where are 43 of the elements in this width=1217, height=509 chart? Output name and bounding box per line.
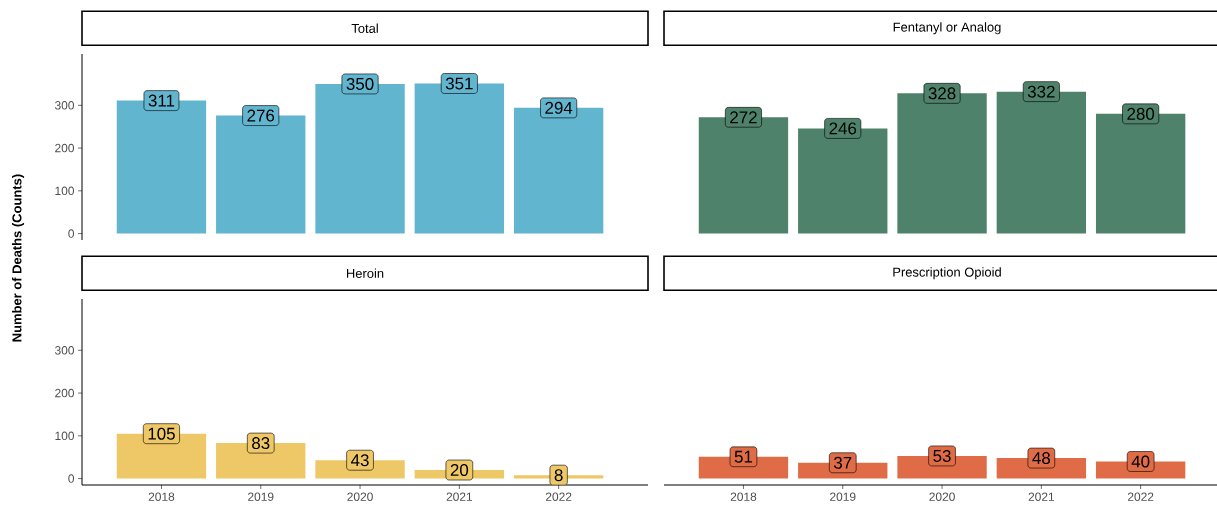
chart-title: Fentanyl or Analog [893,22,1001,35]
chart-title: Total [351,23,378,33]
x-tick-label: 2022 [1127,492,1154,501]
data-label: 37 [833,456,852,469]
chart-title: Heroin [346,268,384,278]
data-label: 53 [933,449,951,462]
chart-title: Prescription Opioid [893,267,1001,280]
data-label: 276 [247,109,275,122]
data-label: 350 [346,77,374,90]
data-label: 105 [148,427,175,440]
y-tick-label: 100 [55,431,75,441]
y-tick-label: 300 [54,101,75,110]
data-label: 294 [545,101,573,114]
y-tick-label: 0 [68,474,75,483]
x-tick-label: 2022 [545,492,572,501]
data-label: 311 [148,94,175,107]
data-label: 43 [351,454,369,467]
x-tick-label: 2021 [1028,492,1055,501]
x-tick-label: 2019 [248,492,274,501]
data-label: 83 [252,437,270,450]
x-tick-label: 2020 [929,492,955,501]
x-tick-label: 2019 [830,492,856,501]
x-tick-label: 2018 [730,492,757,501]
data-label: 48 [1032,452,1051,465]
data-label: 51 [734,450,753,463]
y-tick-label: 300 [54,346,75,355]
data-label: 332 [1027,85,1055,98]
data-label: 328 [928,87,956,100]
data-label: 280 [1127,107,1155,120]
data-label: 40 [1131,455,1150,468]
y-tick-label: 200 [55,388,75,398]
data-label: 246 [829,122,857,135]
y-axis-title: Number of Deaths (Counts) [12,174,25,342]
y-tick-label: 200 [55,143,75,153]
y-tick-label: 100 [55,186,75,196]
x-tick-label: 2018 [148,492,175,501]
y-tick-label: 0 [68,229,75,238]
data-label: 351 [445,77,473,90]
data-label: 20 [450,464,469,477]
x-tick-label: 2021 [446,492,473,501]
x-tick-label: 2020 [347,492,373,501]
data-label: 8 [554,469,563,482]
data-label: 272 [730,111,757,124]
